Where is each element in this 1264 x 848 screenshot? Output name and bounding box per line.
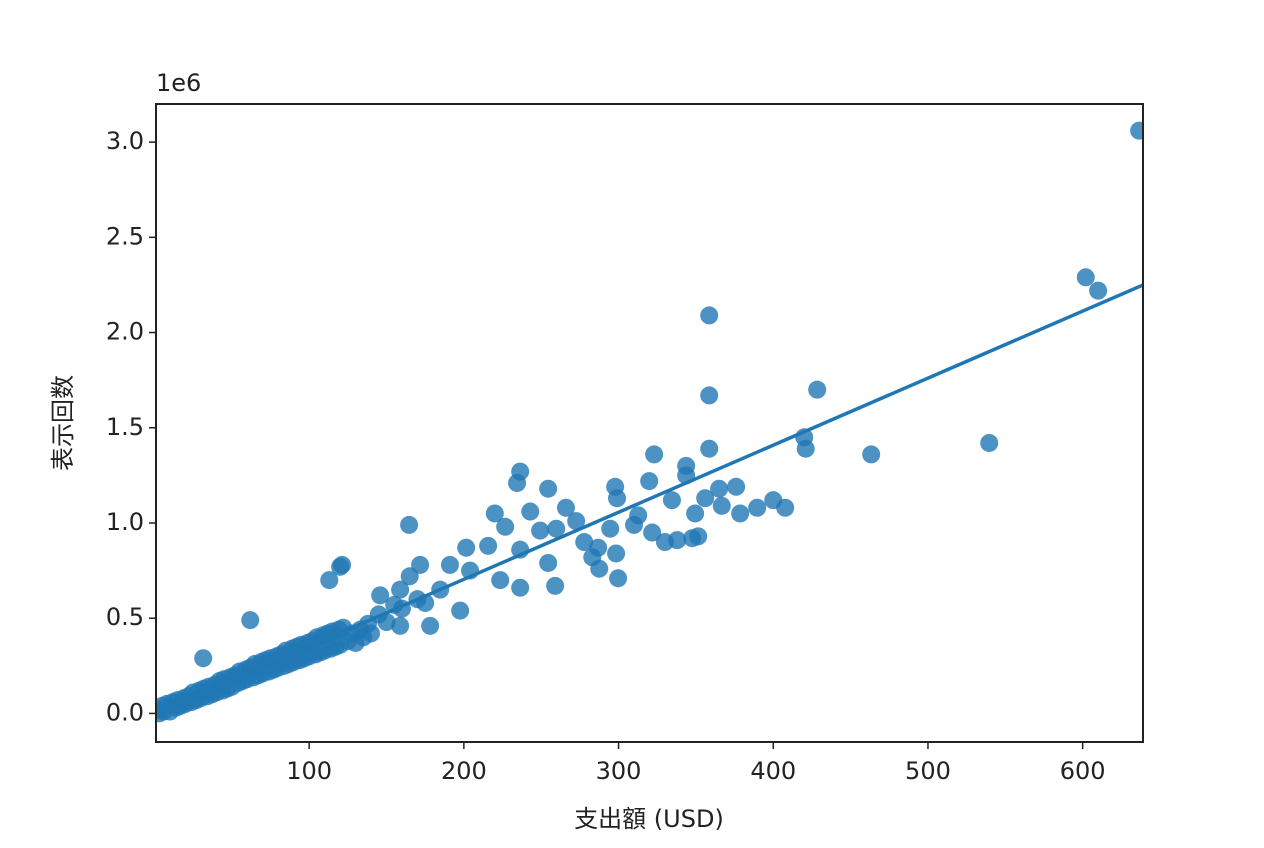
point [808, 380, 827, 399]
x-axis-label: 支出額 (USD) [574, 805, 724, 833]
point [662, 491, 681, 510]
point [508, 473, 527, 492]
x-tick-label: 300 [596, 757, 642, 785]
point [567, 512, 586, 531]
point [608, 489, 627, 508]
point [531, 521, 550, 540]
point [391, 616, 410, 635]
point [411, 555, 430, 574]
point [1130, 121, 1143, 140]
point [710, 479, 729, 498]
point [590, 559, 609, 578]
point [700, 386, 719, 405]
point [320, 571, 339, 590]
y-tick-label: 1.0 [106, 508, 144, 536]
point [575, 533, 594, 552]
point [629, 506, 648, 525]
y-tick-label: 0.5 [106, 603, 144, 631]
point [421, 616, 440, 635]
point [485, 504, 504, 523]
point [333, 555, 352, 574]
point [546, 576, 565, 595]
point [645, 445, 664, 464]
point [609, 569, 628, 588]
point [371, 586, 390, 605]
point [451, 601, 470, 620]
point [700, 306, 719, 325]
y-tick-label: 1.5 [106, 413, 144, 441]
point [556, 498, 575, 517]
y-tick-label: 2.0 [106, 318, 144, 346]
point [640, 472, 659, 491]
y-axis-label: 表示回数 [49, 375, 77, 471]
offset-label: 1e6 [156, 69, 201, 97]
point [700, 439, 719, 458]
point [696, 489, 715, 508]
point [731, 504, 750, 523]
point [547, 519, 566, 538]
point [607, 544, 626, 563]
point [1076, 268, 1095, 287]
point [479, 536, 498, 555]
x-tick-label: 200 [441, 757, 487, 785]
point [980, 433, 999, 452]
x-tick-label: 400 [750, 757, 796, 785]
x-tick-label: 100 [286, 757, 332, 785]
point [655, 533, 674, 552]
x-tick-label: 500 [905, 757, 951, 785]
point [400, 515, 419, 534]
point [727, 477, 746, 496]
plot-area [156, 121, 1143, 723]
point [686, 504, 705, 523]
axes-frame [155, 103, 1144, 743]
point [377, 613, 396, 632]
point [440, 555, 459, 574]
y-tick-label: 3.0 [106, 127, 144, 155]
y-tick-label: 0.0 [106, 698, 144, 726]
point [241, 611, 260, 630]
point [796, 439, 815, 458]
x-tick-label: 600 [1060, 757, 1106, 785]
point [862, 445, 881, 464]
point [400, 567, 419, 586]
point [194, 649, 213, 668]
y-tick-label: 2.5 [106, 222, 144, 250]
point [362, 624, 381, 643]
point [496, 517, 515, 536]
point [521, 502, 540, 521]
point [511, 578, 530, 597]
point [539, 553, 558, 572]
point [776, 498, 795, 517]
point [391, 580, 410, 599]
point [601, 519, 620, 538]
point [457, 538, 476, 557]
point [643, 523, 662, 542]
point [491, 571, 510, 590]
point [689, 527, 708, 546]
regression-line [156, 283, 1143, 715]
point [748, 498, 767, 517]
point [1089, 281, 1108, 300]
point [712, 496, 731, 515]
point [539, 479, 558, 498]
